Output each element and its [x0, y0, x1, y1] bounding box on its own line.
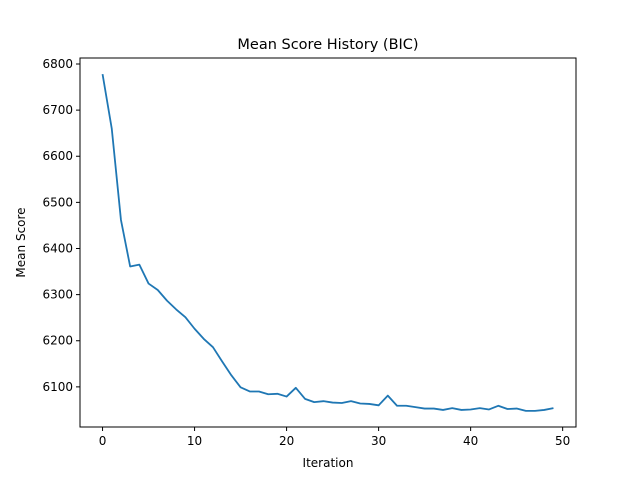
- y-tick-label: 6800: [42, 57, 73, 71]
- y-tick-label: 6300: [42, 288, 73, 302]
- y-tick-label: 6200: [42, 334, 73, 348]
- x-tick-label: 10: [187, 434, 202, 448]
- x-tick-label: 50: [555, 434, 570, 448]
- x-axis-label: Iteration: [303, 456, 354, 470]
- y-tick-label: 6500: [42, 195, 73, 209]
- x-tick-label: 0: [99, 434, 107, 448]
- series-line-0: [101, 73, 554, 412]
- plot-frame: [79, 57, 577, 428]
- x-tick-label: 30: [371, 434, 386, 448]
- x-tick-label: 20: [279, 434, 294, 448]
- x-tick-label: 40: [463, 434, 478, 448]
- plot-area: [101, 73, 554, 412]
- y-tick-label: 6600: [42, 149, 73, 163]
- y-axis-label: Mean Score: [14, 207, 28, 277]
- y-axis: 6100 6200 6300 6400 6500 6600 6700 6800: [42, 57, 80, 394]
- y-tick-label: 6700: [42, 103, 73, 117]
- y-tick-label: 6400: [42, 241, 73, 255]
- chart-title: Mean Score History (BIC): [237, 37, 418, 53]
- y-tick-label: 6100: [42, 380, 73, 394]
- x-axis: 0 10 20 30 40 50: [99, 427, 570, 448]
